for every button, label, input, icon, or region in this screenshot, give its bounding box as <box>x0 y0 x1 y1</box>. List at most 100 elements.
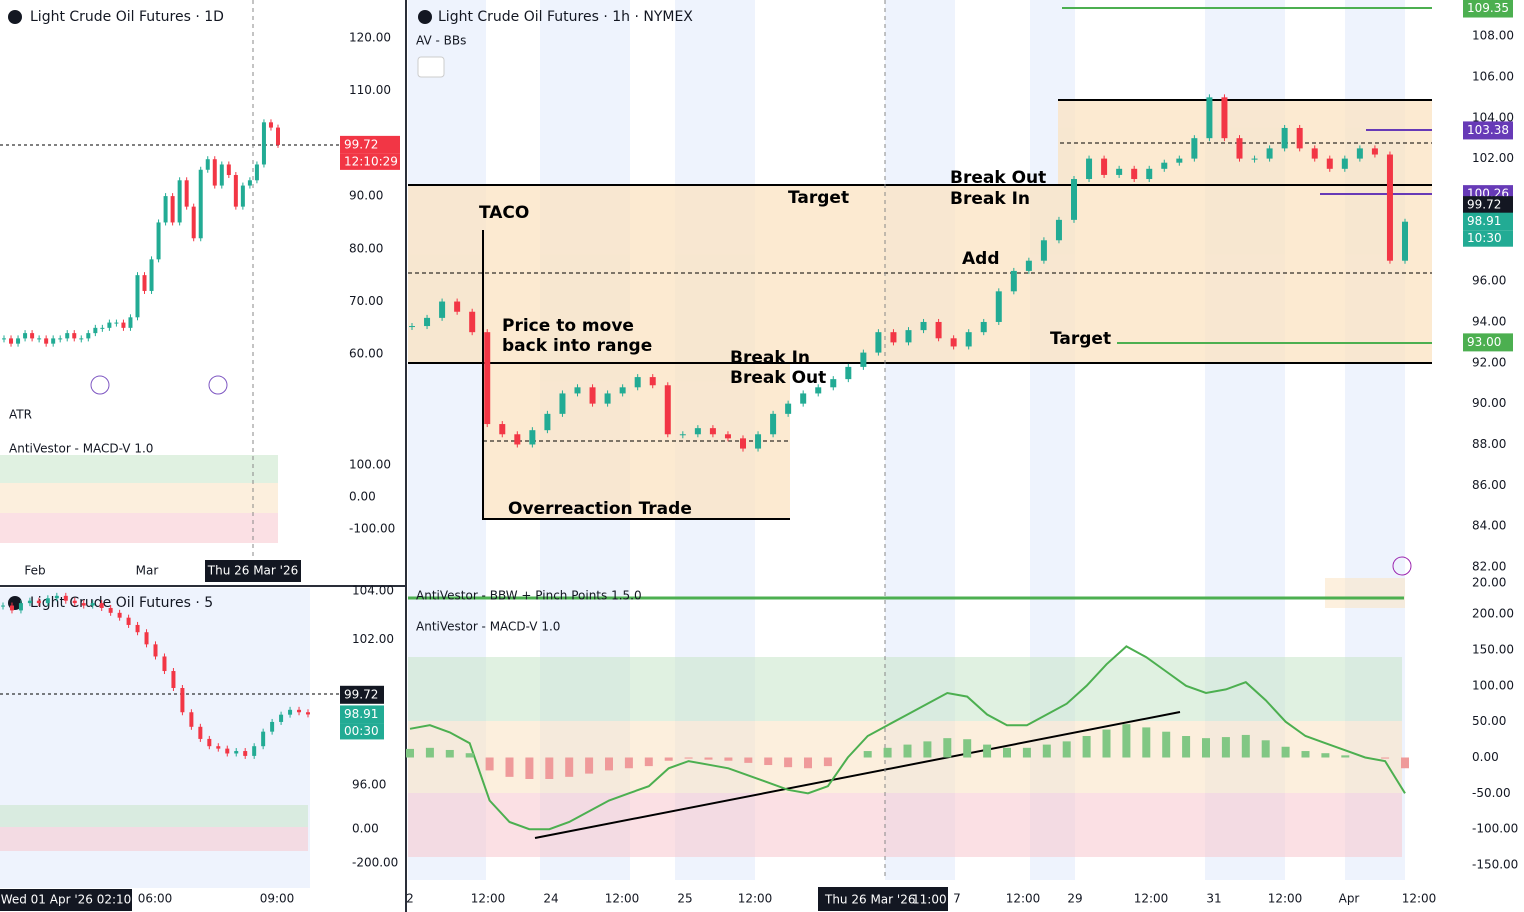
bbw-label[interactable]: AntiVestor - BBW + Pinch Points 1.5.0 <box>416 589 642 603</box>
macd-histogram <box>525 757 534 780</box>
candle <box>234 751 239 754</box>
candle <box>30 333 35 339</box>
y-tick-label: 60.00 <box>349 347 383 361</box>
macd-histogram <box>1022 747 1031 758</box>
macd-histogram <box>1381 757 1390 759</box>
countdown: 10:30 <box>1467 231 1502 245</box>
candle <box>254 164 259 181</box>
y-tick-label: 96.00 <box>352 778 386 792</box>
macd-histogram <box>704 757 713 760</box>
macd-histogram <box>1261 740 1270 758</box>
candle <box>409 326 415 328</box>
collapse-button[interactable] <box>417 56 445 78</box>
candle <box>514 434 521 445</box>
candle <box>37 338 42 340</box>
x-tick-label: 12:00 <box>1402 892 1437 906</box>
y-tick-label: 96.00 <box>1472 274 1506 288</box>
candle <box>16 338 21 344</box>
x-tick-label: 12:00 <box>1006 892 1041 906</box>
x-tick-label: 12:00 <box>1134 892 1169 906</box>
macd-histogram <box>1082 735 1091 758</box>
alert-icon[interactable] <box>1392 556 1412 576</box>
candle <box>268 122 273 128</box>
candle <box>1071 179 1077 220</box>
x-tick-label: 2 <box>406 892 414 906</box>
five-title[interactable]: Light Crude Oil Futures · 5 <box>30 595 213 611</box>
candle <box>144 632 149 645</box>
candle <box>709 428 716 435</box>
candle <box>995 291 1002 322</box>
y-tick-label: -200.00 <box>352 856 398 870</box>
candle <box>1146 168 1153 180</box>
candle <box>1402 221 1408 261</box>
candle <box>45 598 50 604</box>
macd-histogram <box>1003 747 1011 758</box>
candle <box>845 366 852 380</box>
candle <box>63 595 68 601</box>
candle <box>121 322 126 328</box>
event-icon[interactable] <box>90 375 110 395</box>
candle <box>785 403 792 414</box>
candle <box>1116 168 1123 175</box>
macd-histogram <box>605 757 613 771</box>
candle <box>142 275 147 291</box>
candle <box>107 322 112 328</box>
annotation: Add <box>962 249 1000 269</box>
macd-label[interactable]: AntiVestor - MACD-V 1.0 <box>9 442 153 456</box>
macd-histogram <box>983 744 992 758</box>
price-tag <box>1463 121 1513 140</box>
countdown-box <box>1463 230 1513 247</box>
x-tick-label: 31 <box>1206 892 1221 906</box>
macd-histogram <box>1162 731 1171 758</box>
candle <box>135 275 140 318</box>
macd-histogram <box>1102 729 1111 758</box>
candle <box>247 180 252 186</box>
candle <box>1191 138 1198 159</box>
price-tag <box>1463 0 1513 18</box>
price-tag-label: 99.72 <box>1467 198 1501 212</box>
macd-line <box>409 645 1406 831</box>
macd-histogram <box>1281 746 1290 758</box>
x-tick-label: 25 <box>677 892 692 906</box>
y-tick-label: 86.00 <box>1472 478 1506 492</box>
y-tick-label: 92.00 <box>1472 355 1506 369</box>
y-tick-label: 106.00 <box>1472 69 1514 83</box>
candle <box>1131 168 1138 180</box>
macd-histogram <box>883 747 892 758</box>
main-title[interactable]: Light Crude Oil Futures · 1h · NYMEX <box>438 9 693 25</box>
macd-histogram <box>545 757 554 780</box>
candle <box>1281 127 1288 149</box>
candle <box>171 671 176 688</box>
candle <box>1251 158 1258 160</box>
y-tick-label: 20.00 <box>1472 576 1506 590</box>
candle <box>177 180 182 223</box>
candle <box>529 430 536 445</box>
macd-histogram <box>1401 757 1409 769</box>
candle <box>51 338 56 344</box>
atr-label[interactable]: ATR <box>9 408 32 422</box>
candle <box>18 603 23 611</box>
candle <box>770 413 777 435</box>
macd-histogram <box>744 757 753 763</box>
candle <box>604 393 611 404</box>
indicator-label[interactable]: AV - BBs <box>416 34 466 48</box>
y-tick-label: 150.00 <box>1472 642 1514 656</box>
y-tick-label: 0.00 <box>1472 750 1499 764</box>
candle <box>135 624 140 633</box>
candle <box>72 600 77 604</box>
daily-title[interactable]: Light Crude Oil Futures · 1D <box>30 9 224 25</box>
candle <box>297 709 302 713</box>
price-tag <box>340 705 384 724</box>
macd-histogram <box>624 757 633 769</box>
x-tick-label: 29 <box>1067 892 1082 906</box>
event-icon[interactable] <box>208 375 228 395</box>
y-tick-label: 104.00 <box>1472 110 1514 124</box>
price-tag <box>1463 333 1513 352</box>
candle <box>1371 148 1378 155</box>
macd-histogram <box>724 757 733 761</box>
macd-label[interactable]: AntiVestor - MACD-V 1.0 <box>416 620 560 634</box>
macd-histogram <box>1241 734 1250 758</box>
candle <box>79 338 84 340</box>
candle <box>1025 260 1032 271</box>
